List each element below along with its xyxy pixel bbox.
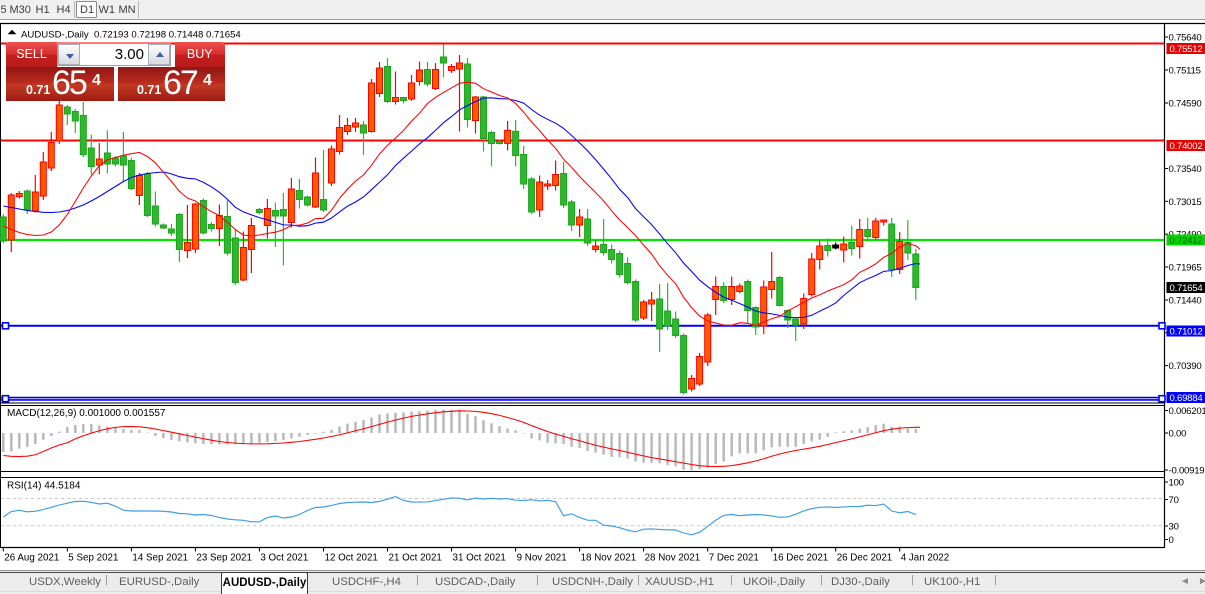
svg-text:AUDUSD-,Daily 0.72193 0.72198: AUDUSD-,Daily 0.72193 0.72198 0.71448 0.…: [21, 30, 241, 41]
svg-text:0.71654: 0.71654: [1170, 283, 1204, 294]
svg-text:MN: MN: [119, 4, 136, 16]
svg-text:H4: H4: [57, 4, 71, 16]
svg-text:5 Sep 2021: 5 Sep 2021: [68, 553, 118, 564]
svg-text:0.72412: 0.72412: [1170, 236, 1203, 247]
svg-text:18 Nov 2021: 18 Nov 2021: [581, 553, 637, 564]
svg-text:0.69884: 0.69884: [1170, 393, 1204, 404]
svg-text:RSI(14) 44.5184: RSI(14) 44.5184: [7, 481, 81, 492]
svg-text:9 Nov 2021: 9 Nov 2021: [517, 553, 567, 564]
svg-text:M30: M30: [10, 4, 31, 16]
svg-text:0.73540: 0.73540: [1169, 164, 1202, 175]
svg-text:0.75512: 0.75512: [1170, 44, 1203, 55]
svg-text:0.75640: 0.75640: [1169, 33, 1202, 44]
svg-text:70: 70: [1169, 495, 1179, 506]
svg-text:14 Sep 2021: 14 Sep 2021: [132, 553, 188, 564]
svg-text:D1: D1: [80, 4, 94, 16]
svg-text:0.74590: 0.74590: [1169, 99, 1202, 110]
svg-text:5: 5: [1, 4, 7, 16]
svg-text:0.00: 0.00: [1169, 429, 1187, 440]
svg-text:31 Oct 2021: 31 Oct 2021: [453, 553, 506, 564]
svg-text:H1: H1: [36, 4, 50, 16]
svg-text:23 Sep 2021: 23 Sep 2021: [196, 553, 252, 564]
svg-text:26 Dec 2021: 26 Dec 2021: [837, 553, 893, 564]
svg-text:3 Oct 2021: 3 Oct 2021: [260, 553, 308, 564]
svg-text:12 Oct 2021: 12 Oct 2021: [325, 553, 378, 564]
svg-text:MACD(12,26,9) 0.001000 0.00155: MACD(12,26,9) 0.001000 0.001557: [7, 408, 166, 419]
svg-text:7 Dec 2021: 7 Dec 2021: [709, 553, 759, 564]
svg-text:0.71012: 0.71012: [1170, 327, 1203, 338]
svg-text:0.70390: 0.70390: [1169, 361, 1202, 372]
svg-text:28 Nov 2021: 28 Nov 2021: [645, 553, 701, 564]
svg-text:16 Dec 2021: 16 Dec 2021: [773, 553, 829, 564]
svg-text:0: 0: [1169, 535, 1174, 546]
svg-text:100: 100: [1169, 478, 1184, 489]
svg-text:21 Oct 2021: 21 Oct 2021: [389, 553, 442, 564]
svg-text:0.73015: 0.73015: [1169, 197, 1202, 208]
svg-text:0.74002: 0.74002: [1170, 141, 1203, 152]
svg-text:0.71965: 0.71965: [1169, 263, 1202, 274]
svg-text:26 Aug 2021: 26 Aug 2021: [4, 553, 59, 564]
svg-text:-0.00919: -0.00919: [1169, 466, 1205, 477]
svg-text:0.75115: 0.75115: [1169, 66, 1201, 77]
svg-text:30: 30: [1169, 522, 1179, 533]
svg-text:0.71440: 0.71440: [1169, 296, 1202, 307]
svg-text:0.006201: 0.006201: [1169, 406, 1205, 417]
svg-text:W1: W1: [99, 4, 116, 16]
svg-text:4 Jan 2022: 4 Jan 2022: [901, 553, 949, 564]
